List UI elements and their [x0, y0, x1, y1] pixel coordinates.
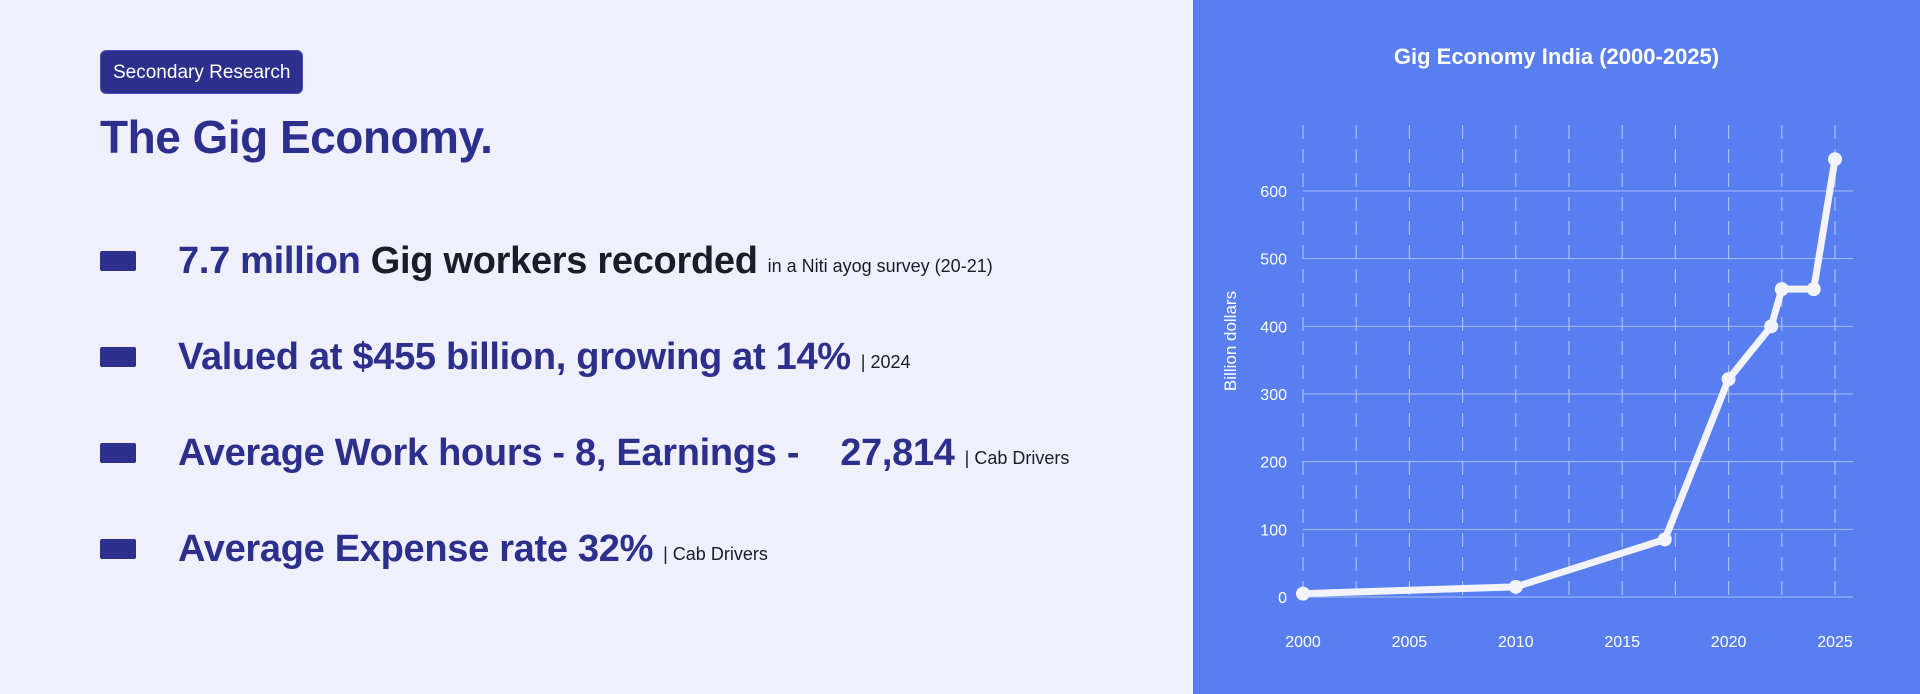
bullet-valuation: Valued at $455 billion, growing at 14% |… — [100, 332, 911, 382]
bullet-main-text: Valued at $455 billion, growing at 14% — [178, 335, 851, 378]
x-tick-label: 2010 — [1498, 634, 1534, 651]
y-tick-label: 500 — [1260, 252, 1287, 269]
bullet-note: in a Niti ayog survey (20-21) — [767, 255, 993, 276]
data-point — [1721, 372, 1736, 387]
x-tick-label: 2015 — [1604, 634, 1640, 651]
bullet-marker — [100, 539, 136, 559]
data-point — [1806, 282, 1821, 297]
data-point — [1774, 282, 1789, 297]
y-tick-label: 100 — [1260, 522, 1287, 539]
bullet-expense-rate: Average Expense rate 32% | Cab Drivers — [100, 524, 768, 574]
y-axis-label: Billion dollars — [1221, 291, 1240, 391]
bullet-main-text: Average Expense rate 32% — [178, 527, 654, 570]
data-point — [1296, 586, 1310, 601]
left-panel: Secondary Research The Gig Economy. 7.7 … — [100, 50, 1070, 574]
y-tick-label: 600 — [1260, 184, 1287, 201]
y-tick-label: 200 — [1260, 455, 1287, 472]
bullet-note: | Cab Drivers — [663, 543, 768, 564]
chart-title: Gig Economy India (2000-2025) — [1393, 44, 1720, 69]
y-tick-label: 0 — [1278, 590, 1287, 607]
bullet-main-text: Gig workers recorded — [370, 239, 758, 282]
bullet-marker — [100, 347, 136, 367]
y-tick-label: 300 — [1260, 387, 1287, 404]
bullet-note: | Cab Drivers — [964, 447, 1070, 468]
bullet-gig-workers: 7.7 million Gig workers recorded in a Ni… — [100, 236, 993, 286]
data-point — [1508, 579, 1523, 594]
x-tick-label: 2005 — [1392, 634, 1428, 651]
bullet-note: | 2024 — [860, 351, 911, 372]
bullet-main-text: Average Work hours - 8, Earnings - 27,81… — [178, 431, 955, 474]
bullet-accent-text: 7.7 million — [178, 239, 371, 282]
page-title: The Gig Economy. — [100, 111, 493, 163]
y-tick-label: 400 — [1260, 319, 1287, 336]
data-point — [1764, 319, 1779, 334]
bullet-work-hours: Average Work hours - 8, Earnings - 27,81… — [100, 428, 1069, 478]
data-point — [1657, 532, 1672, 547]
x-tick-label: 2020 — [1711, 634, 1747, 651]
bullet-marker — [100, 443, 136, 463]
x-tick-label: 2025 — [1817, 634, 1853, 651]
line-chart: 0 100 200 300 400 500 600 2000 2005 2010 2015 2020 2… — [1221, 125, 1853, 651]
chart-panel: Gig Economy India (2000-2025) 0 100 200 300… — [1193, 0, 1920, 694]
data-point — [1828, 152, 1842, 167]
section-tag: Secondary Research — [100, 50, 304, 94]
bullet-marker — [100, 251, 136, 271]
x-tick-label: 2000 — [1285, 634, 1321, 651]
